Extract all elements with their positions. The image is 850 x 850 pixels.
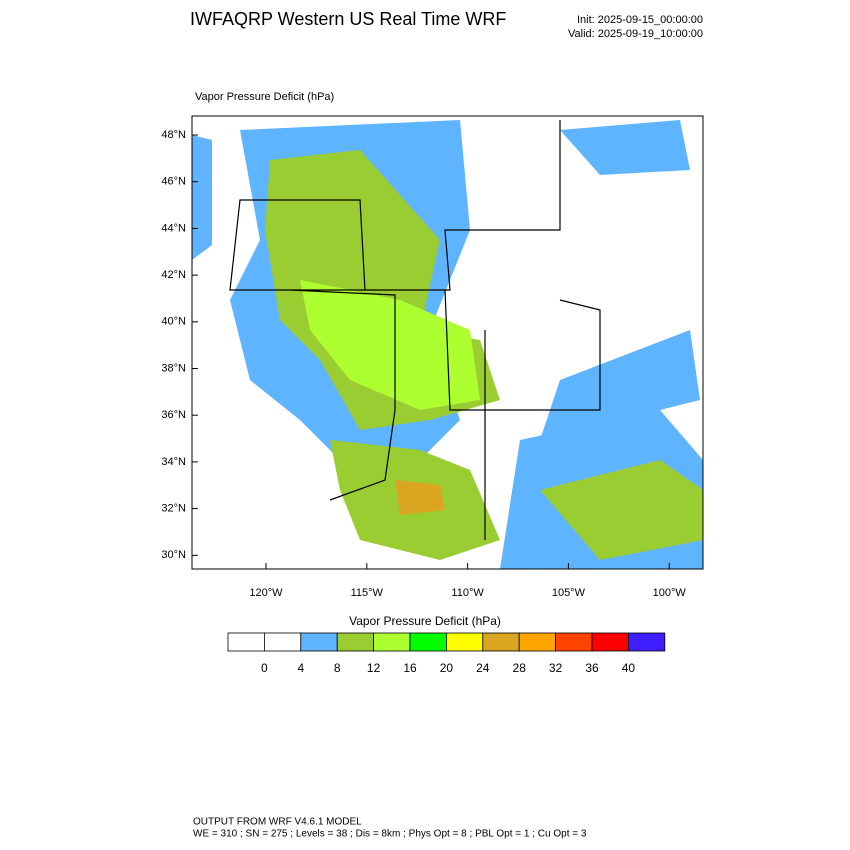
- lat-label: 36°N: [161, 409, 186, 421]
- lat-label: 48°N: [161, 129, 186, 141]
- init-time: Init: 2025-09-15_00:00:00: [577, 14, 703, 26]
- colorbar-cell: [300, 632, 338, 652]
- lon-label: 105°W: [552, 587, 586, 599]
- colorbar-cell: [409, 632, 447, 652]
- lat-label: 40°N: [161, 316, 186, 328]
- colorbar-label: 24: [476, 661, 490, 675]
- colorbar-cell: [628, 632, 666, 652]
- colorbar-label: 20: [440, 661, 454, 675]
- colorbar-label: 0: [261, 661, 268, 675]
- colorbar-title: Vapor Pressure Deficit (hPa): [349, 614, 501, 628]
- colorbar-label: 40: [622, 661, 636, 675]
- lat-label: 46°N: [161, 176, 186, 188]
- colorbar-cell: [555, 632, 593, 652]
- lat-label: 34°N: [161, 456, 186, 468]
- colorbar-cell: [336, 632, 375, 652]
- colorbar-label: 28: [513, 661, 527, 675]
- map-axes: 48°N 46°N 44°N 42°N 40°N 38°N 36°N 34°N 32°N 30°N…: [161, 129, 686, 599]
- colorbar-cell: [263, 632, 302, 652]
- valid-time: Valid: 2025-09-19_10:00:00: [568, 28, 703, 40]
- colorbar-cell: [591, 632, 629, 652]
- title: IWFAQRP Western US Real Time WRF: [190, 9, 506, 29]
- footer-line: WE = 310 ; SN = 275 ; Levels = 38 ; Dis …: [193, 829, 587, 840]
- colorbar-label: 8: [334, 661, 341, 675]
- colorbar-cell: [518, 632, 557, 652]
- colorbar-cell: [482, 632, 520, 652]
- colorbar-cell: [227, 632, 265, 652]
- colorbar-label: 4: [297, 661, 304, 675]
- colorbar-cell: [445, 632, 484, 652]
- lon-label: 110°W: [451, 587, 484, 599]
- map-title: Vapor Pressure Deficit (hPa): [195, 91, 334, 103]
- lon-label: 100°W: [653, 587, 687, 599]
- lon-label: 115°W: [351, 587, 384, 599]
- lat-label: 38°N: [161, 362, 186, 374]
- lat-label: 30°N: [161, 549, 186, 561]
- colorbar: 0 4 8 12 16 20 24 28 32 36 40: [227, 632, 666, 675]
- colorbar-cell: [373, 632, 411, 652]
- colorbar-label: 16: [403, 661, 417, 675]
- colorbar-label: 36: [585, 661, 599, 675]
- lat-label: 42°N: [161, 269, 186, 281]
- colorbar-label: 12: [367, 661, 381, 675]
- footer-line: OUTPUT FROM WRF V4.6.1 MODEL: [193, 817, 362, 828]
- colorbar-label: 32: [549, 661, 563, 675]
- lat-label: 44°N: [161, 222, 186, 234]
- lon-label: 120°W: [249, 587, 283, 599]
- map-field: [191, 115, 704, 570]
- lat-label: 32°N: [161, 503, 186, 515]
